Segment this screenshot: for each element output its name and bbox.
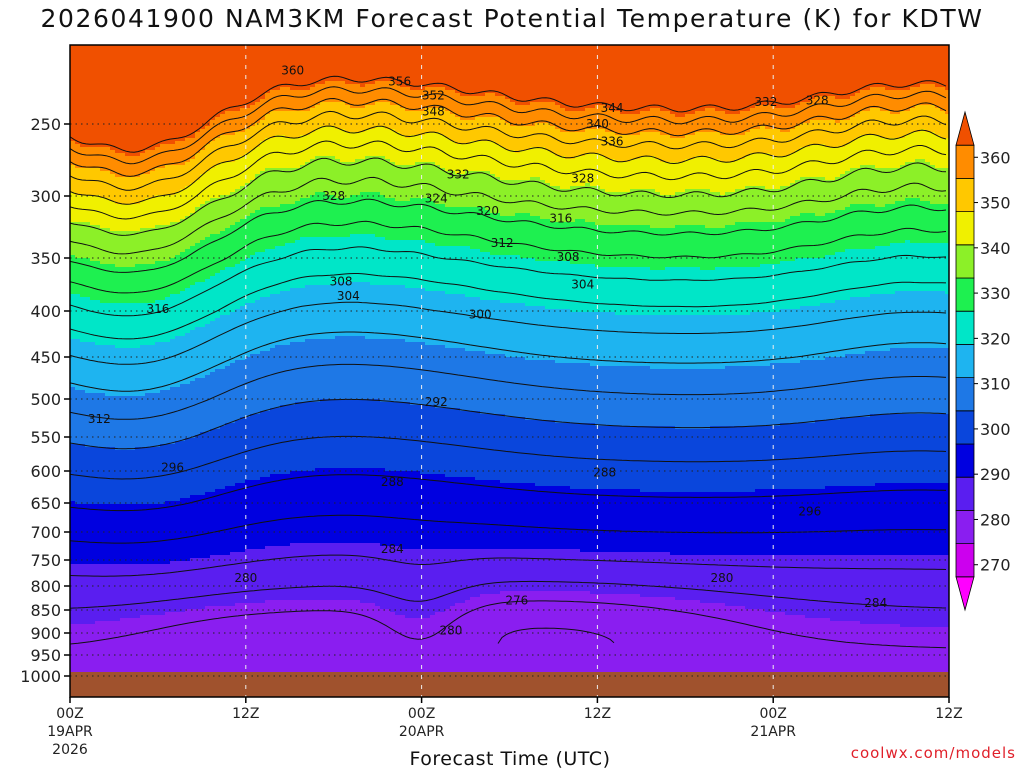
chart-canvas: 360356352348 344340336332 328332 328328 3243…: [0, 0, 1024, 768]
